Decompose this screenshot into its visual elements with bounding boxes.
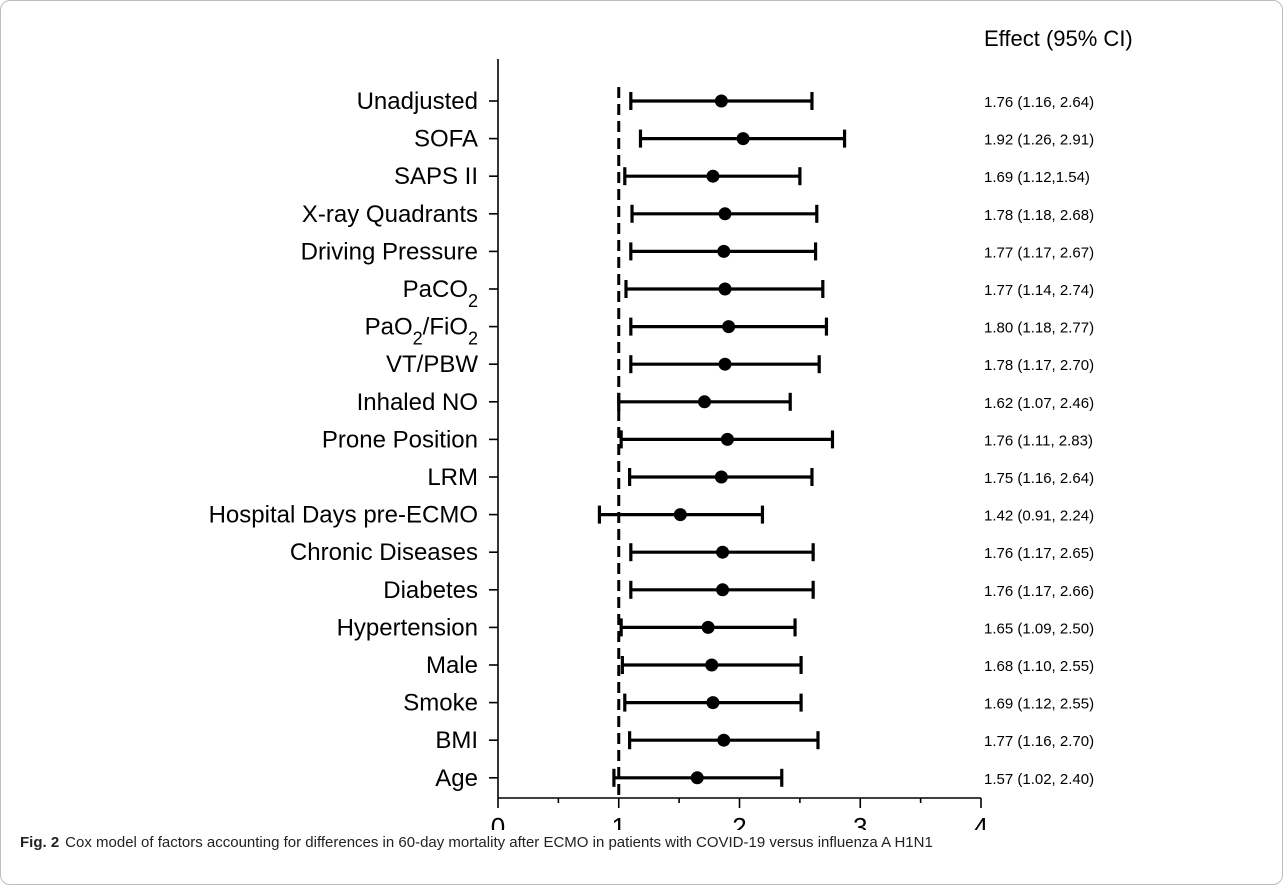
point-estimate [718, 207, 732, 221]
forest-plot: Effect (95% CI) 0 1 2 3 4 Unadjusted 1.76 (1.16… [209, 26, 1133, 830]
ci-text: 1.92 (1.26, 2.91) [984, 132, 1094, 149]
point-estimate [706, 696, 720, 710]
ci-text: 1.62 (1.07, 2.46) [984, 395, 1094, 412]
point-estimate [718, 282, 732, 296]
point-estimate [673, 508, 687, 522]
row-label: Unadjusted [357, 88, 478, 115]
ci-text: 1.68 (1.10, 2.55) [984, 658, 1094, 675]
row-label: Age [435, 765, 478, 792]
x-tick-label: 2 [732, 812, 746, 830]
ci-text: 1.76 (1.17, 2.65) [984, 545, 1094, 562]
x-tick-label: 4 [974, 812, 988, 830]
point-estimate [705, 658, 719, 672]
row-label: PaCO2 [403, 276, 478, 311]
row-label: Hospital Days pre-ECMO [209, 502, 478, 529]
ci-text: 1.77 (1.17, 2.67) [984, 244, 1094, 261]
point-estimate [716, 545, 730, 559]
ci-text: 1.42 (0.91, 2.24) [984, 508, 1094, 525]
row-label: SOFA [414, 126, 478, 153]
row-label: Smoke [403, 690, 478, 717]
row-label: VT/PBW [386, 351, 478, 378]
ci-text: 1.78 (1.18, 2.68) [984, 207, 1094, 224]
ci-text: 1.76 (1.16, 2.64) [984, 94, 1094, 111]
row-label: Prone Position [322, 426, 478, 453]
ci-text: 1.57 (1.02, 2.40) [984, 771, 1094, 788]
row-label: Male [426, 652, 478, 679]
row-label: Driving Pressure [301, 238, 478, 265]
x-tick-label: 3 [853, 812, 867, 830]
point-estimate [701, 620, 715, 634]
ci-text: 1.75 (1.16, 2.64) [984, 470, 1094, 487]
ci-text: 1.77 (1.16, 2.70) [984, 733, 1094, 750]
ci-text: 1.80 (1.18, 2.77) [984, 320, 1094, 337]
row-label: BMI [435, 727, 478, 754]
point-estimate [722, 320, 736, 334]
x-tick-label: 0 [491, 812, 505, 830]
caption-text: Cox model of factors accounting for diff… [65, 834, 933, 851]
ci-text: 1.76 (1.17, 2.66) [984, 583, 1094, 600]
row-label: PaO2/FiO2 [365, 314, 478, 349]
point-estimate [718, 357, 732, 371]
ci-text: 1.65 (1.09, 2.50) [984, 620, 1094, 637]
point-estimate [697, 395, 711, 409]
figure-caption: Fig. 2 Cox model of factors accounting fo… [20, 834, 933, 851]
ci-text: 1.78 (1.17, 2.70) [984, 357, 1094, 374]
ci-text: 1.69 (1.12,1.54) [984, 169, 1090, 186]
point-estimate [717, 244, 731, 258]
ci-text: 1.77 (1.14, 2.74) [984, 282, 1094, 299]
ci-column-header: Effect (95% CI) [984, 26, 1133, 51]
row-label: Diabetes [383, 577, 478, 604]
x-tick-label: 1 [612, 812, 626, 830]
row-label: LRM [427, 464, 478, 491]
row-label: Hypertension [337, 614, 478, 641]
row-label: SAPS II [394, 163, 478, 190]
point-estimate [736, 132, 750, 146]
ci-text: 1.69 (1.12, 2.55) [984, 696, 1094, 713]
row-label: Chronic Diseases [290, 539, 478, 566]
point-estimate [716, 583, 730, 597]
point-estimate [714, 470, 728, 484]
ci-text: 1.76 (1.11, 2.83) [984, 432, 1093, 449]
row-label: Inhaled NO [357, 389, 478, 416]
point-estimate [717, 733, 731, 747]
point-estimate [706, 169, 720, 183]
point-estimate [714, 94, 728, 108]
point-estimate [690, 771, 704, 785]
row-label: X-ray Quadrants [302, 201, 478, 228]
caption-label: Fig. 2 [20, 834, 60, 851]
point-estimate [720, 432, 734, 446]
